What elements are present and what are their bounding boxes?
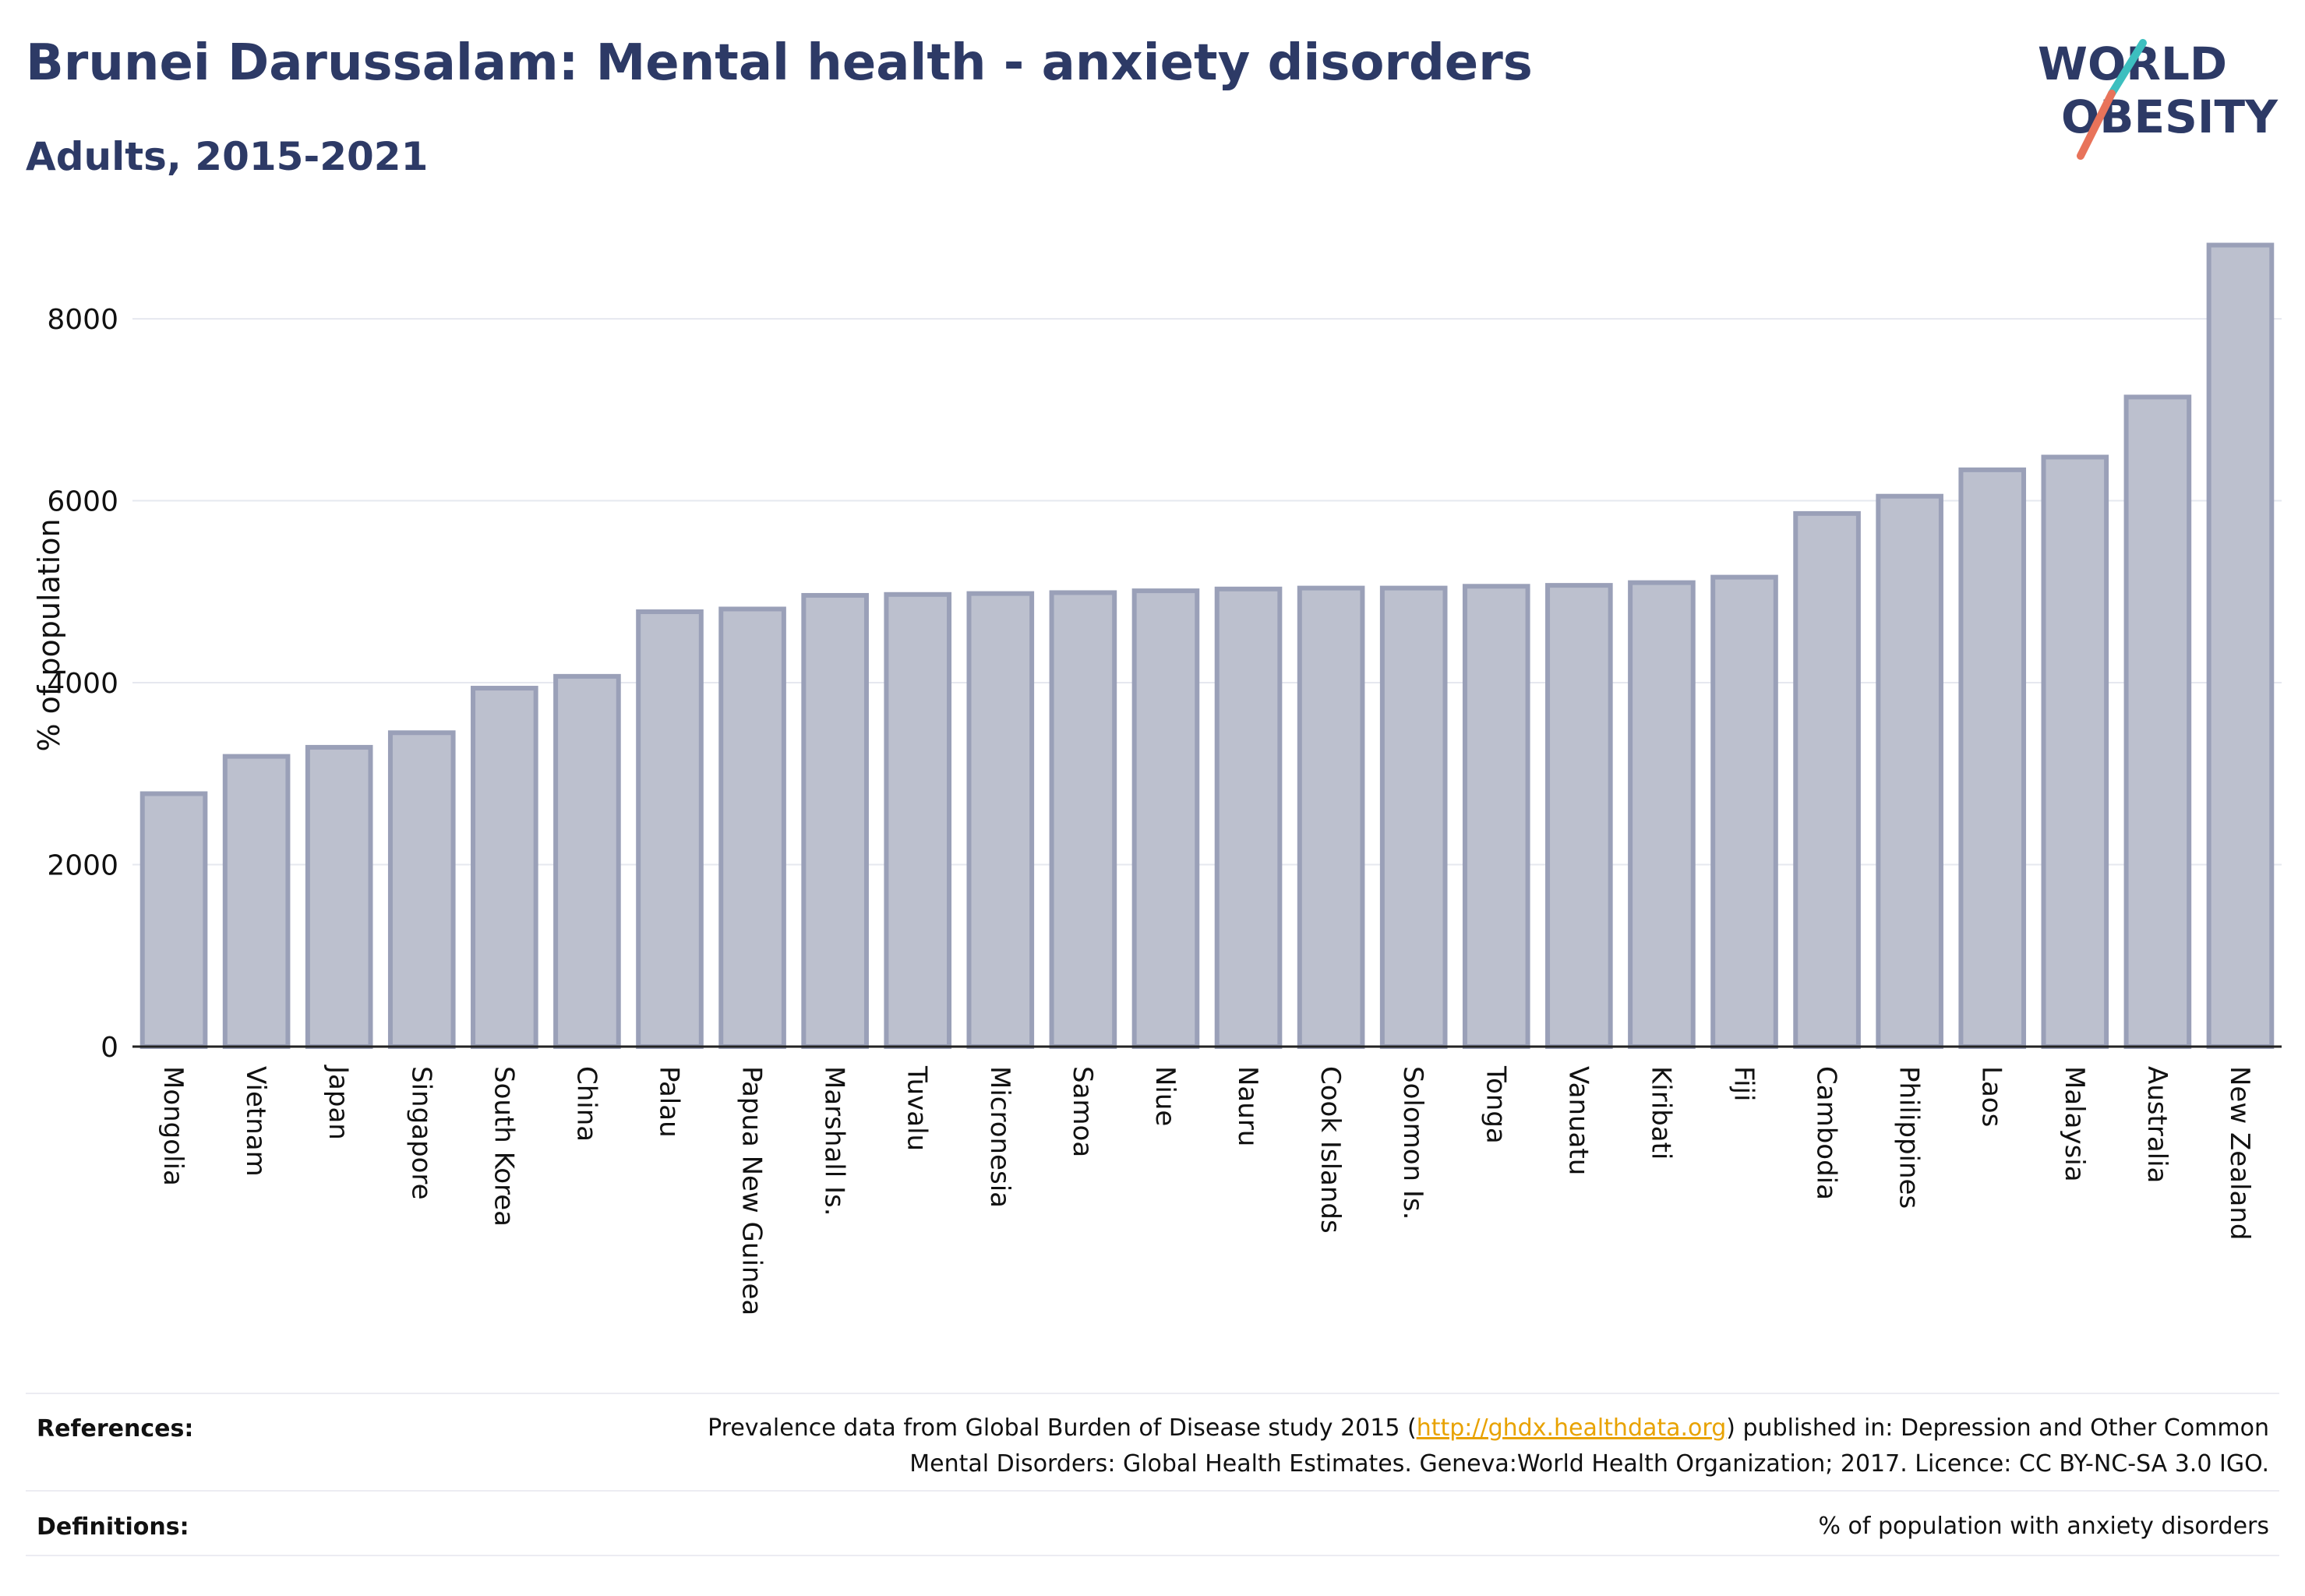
bar: [1049, 590, 1117, 1049]
footer-divider-bottom: [26, 1555, 2279, 1556]
x-tick-label: Mongolia: [157, 1066, 189, 1186]
references-text-line2: Mental Disorders: Global Health Estimate…: [909, 1450, 2269, 1478]
bar: [636, 609, 704, 1049]
bar: [2123, 394, 2192, 1050]
bar: [718, 606, 786, 1049]
page-subtitle: Adults, 2015-2021: [26, 134, 429, 179]
y-axis-label: % of population: [32, 518, 66, 751]
bar-layer: [139, 242, 2275, 1050]
x-tick-label: Solomon Is.: [1397, 1066, 1428, 1220]
references-text-after: ) published in: Depression and Other Com…: [1726, 1414, 2269, 1442]
bar: [387, 730, 456, 1049]
x-tick-label: Vanuatu: [1562, 1066, 1594, 1175]
bar: [1214, 586, 1283, 1049]
footer-divider-top: [26, 1393, 2279, 1394]
x-tick-label: Malaysia: [2059, 1066, 2090, 1182]
bar: [471, 686, 538, 1049]
y-tick-label: 8000: [47, 304, 118, 336]
bar: [1297, 585, 1365, 1049]
bar-chart: 0 2000 4000 6000 8000 Mongolia Vietnam Japan Si…: [32, 242, 2282, 1315]
bar: [1710, 574, 1778, 1049]
x-tick-label: Papua New Guinea: [736, 1066, 768, 1315]
logo-slash-top: [2108, 39, 2147, 97]
bar: [2041, 454, 2109, 1049]
definitions-text: % of population with anxiety disorders: [1818, 1513, 2269, 1540]
logo-slash-bottom: [2077, 90, 2116, 160]
definitions-label: Definitions:: [37, 1513, 189, 1541]
bar: [1793, 510, 1861, 1049]
bar: [139, 791, 208, 1049]
x-tick-label: Japan: [323, 1065, 354, 1140]
x-tick-label: Cook Islands: [1315, 1066, 1346, 1234]
x-tick-label: Tonga: [1480, 1065, 1511, 1144]
references-text: Prevalence data from Global Burden of Di…: [555, 1411, 2269, 1482]
x-tick-label: Fiji: [1728, 1066, 1760, 1101]
bar: [2206, 242, 2275, 1050]
x-tick-label: New Zealand: [2224, 1066, 2255, 1240]
x-tick-label: Tuvalu: [902, 1065, 933, 1151]
references-link[interactable]: http://ghdx.healthdata.org: [1416, 1414, 1727, 1442]
y-tick-labels: 0 2000 4000 6000 8000: [47, 304, 118, 1064]
x-tick-label: Australia: [2141, 1066, 2173, 1183]
bar: [1876, 493, 1943, 1049]
x-tick-label: Niue: [1149, 1066, 1181, 1126]
bar: [305, 744, 373, 1049]
x-tick-label: Vietnam: [240, 1066, 271, 1177]
x-tick-label: Nauru: [1232, 1066, 1263, 1146]
y-tick-label: 4000: [47, 668, 118, 700]
world-obesity-logo: WORLD OBESITY: [2038, 37, 2279, 160]
bar: [884, 591, 952, 1049]
x-tick-label: Philippines: [1894, 1066, 1925, 1209]
bar: [553, 673, 621, 1050]
bar: [1131, 588, 1200, 1049]
x-tick-label: Micronesia: [984, 1066, 1015, 1208]
bar: [1462, 584, 1530, 1049]
x-tick-label: Laos: [1976, 1066, 2007, 1127]
x-tick-label: South Korea: [488, 1066, 519, 1227]
x-tick-label: Palau: [654, 1066, 685, 1138]
bar: [966, 591, 1035, 1049]
footer-divider-middle: [26, 1490, 2279, 1492]
bar: [222, 754, 291, 1049]
x-tick-label: Kiribati: [1645, 1066, 1676, 1160]
references-label: References:: [37, 1415, 194, 1442]
bar: [1379, 585, 1448, 1049]
x-tick-label: Samoa: [1067, 1066, 1098, 1157]
y-tick-label: 6000: [47, 486, 118, 518]
bar: [1958, 467, 2027, 1049]
bar: [801, 592, 869, 1049]
page-title: Brunei Darussalam: Mental health - anxie…: [26, 34, 1533, 92]
x-tick-label: Marshall Is.: [819, 1066, 850, 1216]
x-tick-label: Cambodia: [1811, 1066, 1842, 1200]
x-tick-labels: Mongolia Vietnam Japan Singapore South Korea…: [157, 1065, 2255, 1315]
y-tick-label: 0: [101, 1032, 118, 1064]
bar: [1628, 580, 1696, 1049]
x-tick-label: Singapore: [405, 1066, 436, 1200]
y-tick-label: 2000: [47, 850, 118, 882]
x-tick-label: China: [570, 1066, 602, 1142]
references-text-before: Prevalence data from Global Burden of Di…: [708, 1414, 1417, 1442]
bar: [1545, 583, 1613, 1049]
